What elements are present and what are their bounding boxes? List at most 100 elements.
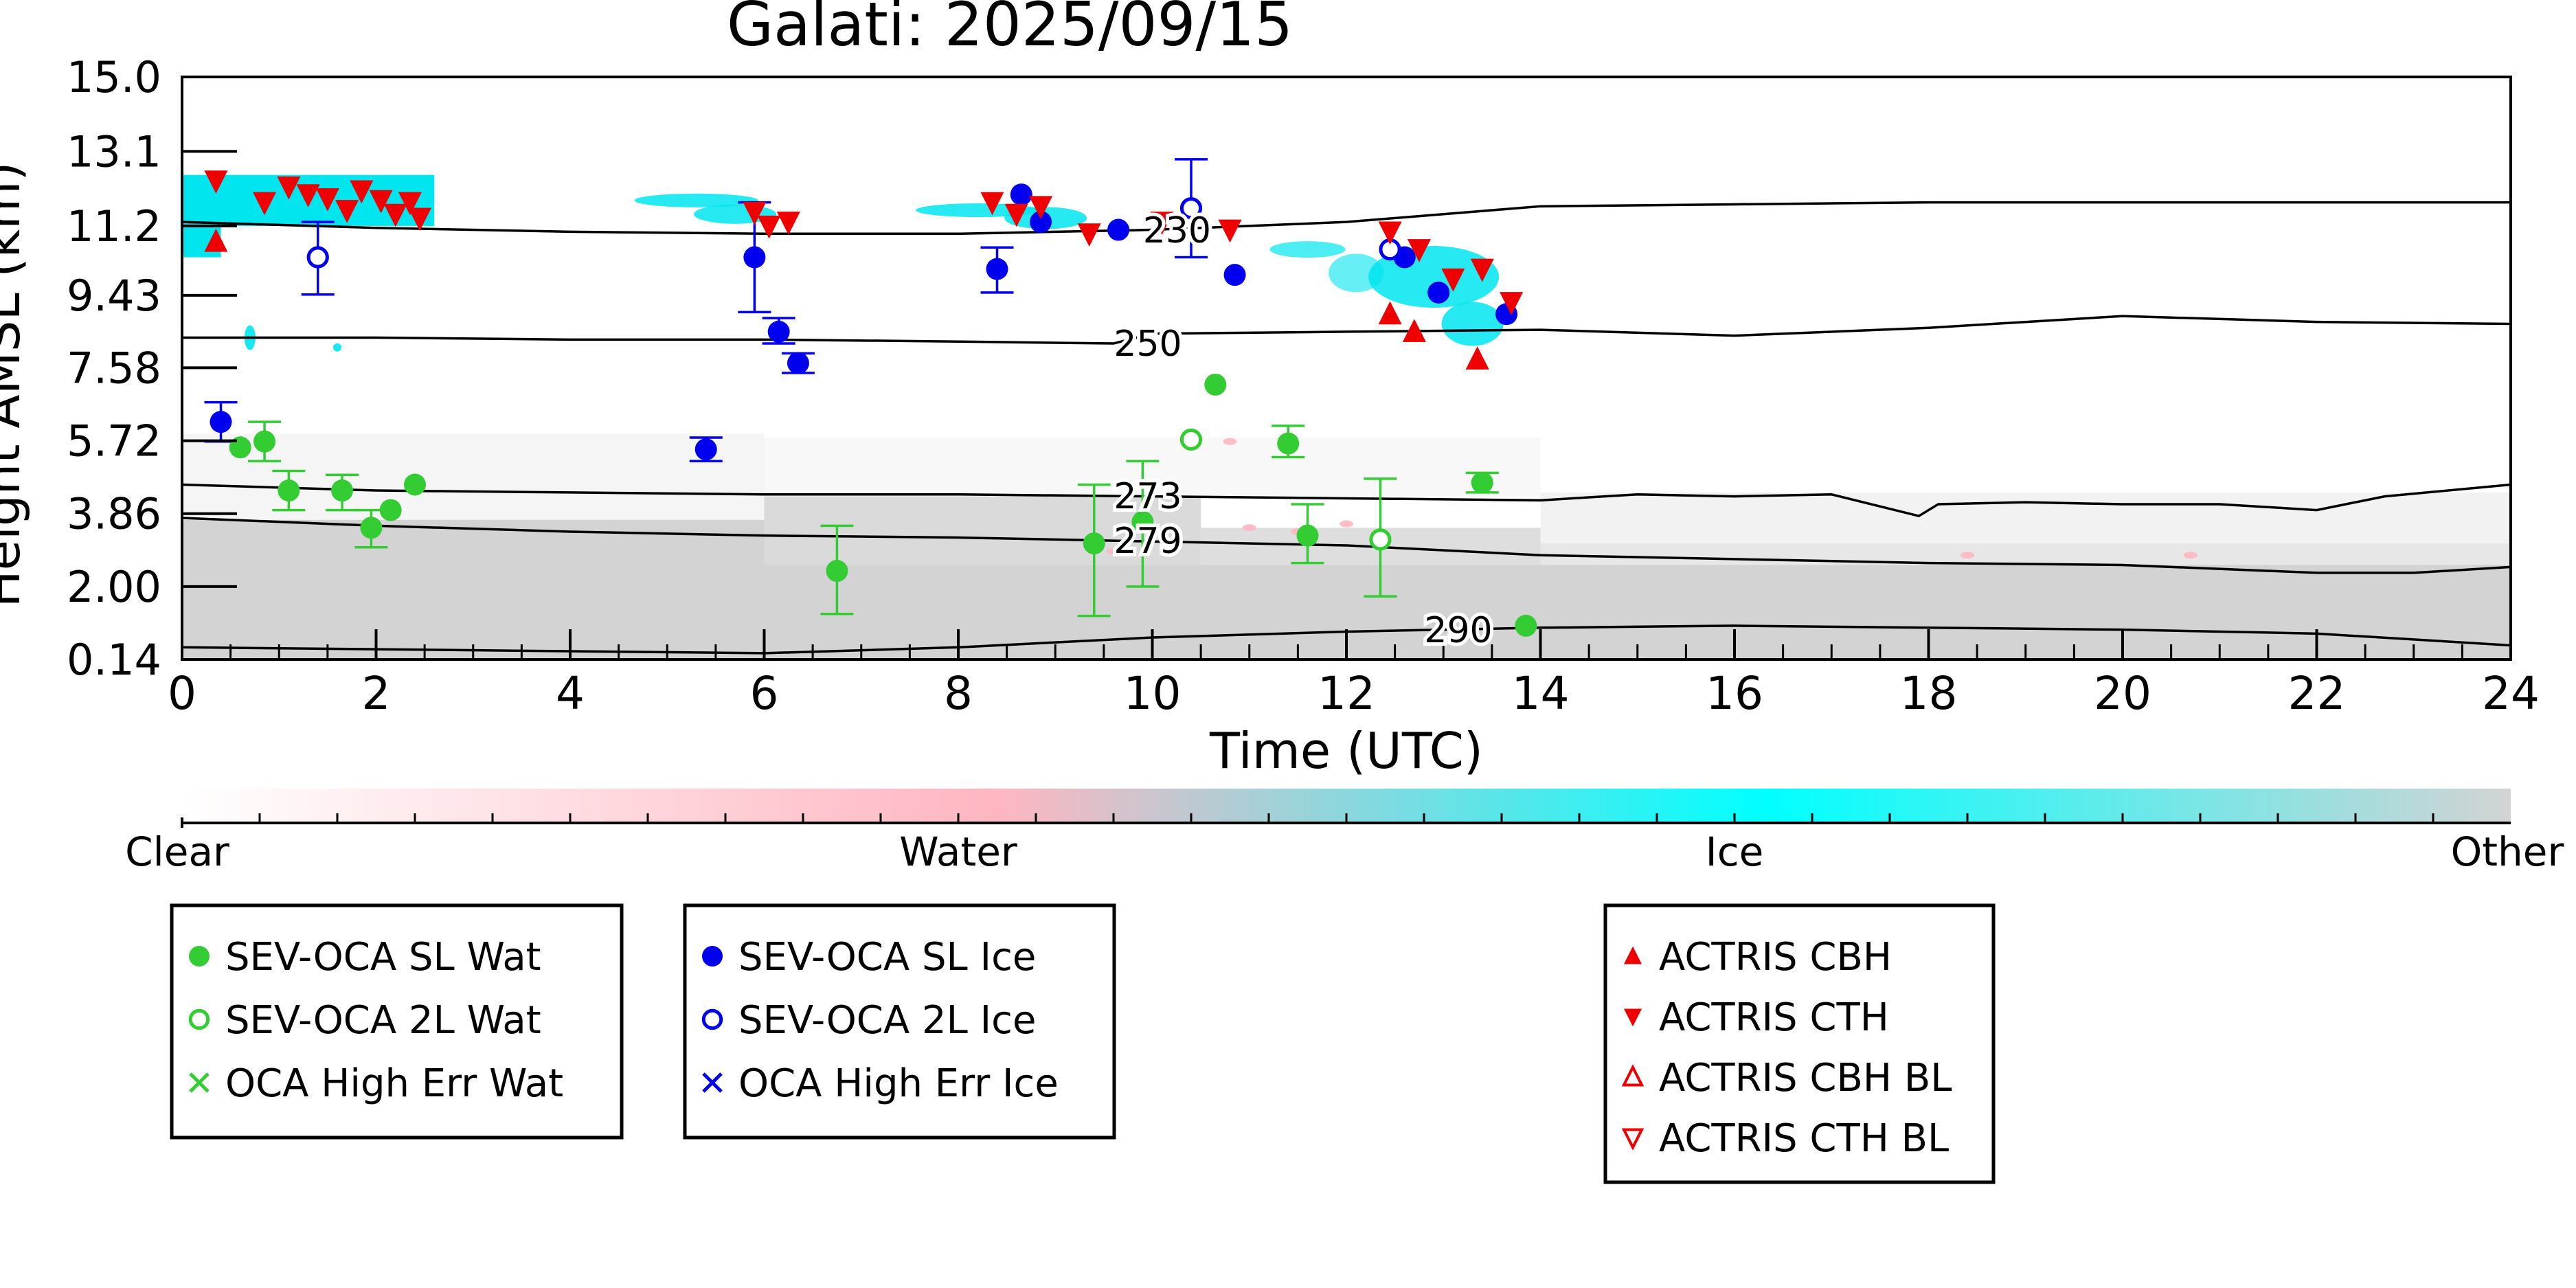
data-point-sev-oca-sl-wat [1083, 532, 1105, 555]
legend-marker-sev-oca-2l-wat [188, 1008, 210, 1030]
legend-label-sev-oca-sl-ice: SEV-OCA SL Ice [738, 935, 1036, 980]
data-point-actris-cth [776, 212, 800, 235]
data-point-sev-oca-sl-wat [1277, 432, 1300, 455]
data-point-actris-cth [383, 203, 407, 227]
data-point-sev-oca-2l-wat [1179, 428, 1203, 451]
legend-marker-sev-oca-sl-wat [189, 946, 210, 967]
data-point-sev-oca-sl-ice [1427, 281, 1450, 304]
legend-marker-actris-cbh-bl [1621, 1064, 1645, 1087]
data-point-actris-cth [757, 215, 781, 239]
isotherm-label-279: 279 [1114, 521, 1182, 562]
legend-actris-frame [1603, 903, 1996, 1184]
data-point-sev-oca-sl-wat [1471, 471, 1493, 494]
data-point-actris-cbh [1378, 301, 1402, 325]
x-tick-label: 10 [1124, 667, 1182, 720]
marker-layer [204, 170, 1537, 637]
data-point-actris-cth [335, 200, 359, 223]
legend-label-sev-oca-sl-wat: SEV-OCA SL Wat [225, 935, 541, 980]
colorbar-ticks [258, 813, 2434, 823]
series-actris-cbh [204, 228, 1489, 370]
x-tick-label: 14 [1512, 667, 1570, 720]
legend-marker-actris-cth [1624, 1008, 1642, 1027]
legend-label-sev-oca-2l-ice: SEV-OCA 2L Ice [738, 998, 1036, 1043]
data-point-actris-cbh [1465, 346, 1489, 370]
x-tick-label: 24 [2482, 667, 2540, 720]
legend-marker-sev-oca-sl-ice [702, 946, 723, 967]
data-point-actris-cth [350, 180, 374, 204]
data-point-actris-cth [1150, 212, 1174, 235]
isotherm-250 [182, 315, 2511, 345]
x-tick-label: 2 [362, 667, 391, 720]
data-point-sev-oca-sl-wat [404, 473, 426, 496]
legend-water-frame [170, 903, 624, 1140]
data-point-actris-cth [1500, 292, 1524, 315]
y-tick-label: 9.43 [67, 271, 161, 321]
data-point-sev-oca-sl-ice [1223, 264, 1246, 286]
colorbar-label-ice: Ice [1706, 828, 1764, 875]
y-tick-label: 11.2 [67, 201, 161, 251]
cloud-ice-patch [1269, 241, 1346, 258]
data-point-sev-oca-sl-ice [1107, 218, 1130, 241]
data-point-actris-cth [398, 192, 422, 216]
legend-label-actris-cbh: ACTRIS CBH [1659, 935, 1892, 980]
x-tick-label: 4 [556, 667, 585, 720]
y-tick-label: 15.0 [67, 52, 161, 102]
data-point-actris-cth [980, 192, 1004, 216]
legend-label-oca-high-err-ice: OCA High Err Ice [738, 1061, 1059, 1106]
data-point-sev-oca-sl-ice [986, 258, 1008, 280]
chart-title: Galati: 2025/09/15 [727, 0, 1293, 60]
data-point-sev-oca-sl-ice [210, 411, 232, 433]
cloud-other-band [1540, 543, 2511, 565]
data-point-actris-cth [277, 176, 301, 200]
legend-label-actris-cbh-bl: ACTRIS CBH BL [1659, 1056, 1952, 1100]
isotherm-label-273: 273 [1114, 476, 1182, 517]
isotherm-label-250: 250 [1114, 324, 1182, 365]
legend-water: SEV-OCA SL Wat SEV-OCA 2L Wat OCA High Err… [170, 903, 624, 1140]
data-point-sev-oca-sl-ice [1010, 183, 1032, 206]
cloud-mask [182, 174, 2511, 659]
series-sev-oca-2l-ice [306, 197, 1401, 269]
x-tick-label: 0 [168, 667, 196, 720]
x-axis-label: Time (UTC) [1209, 722, 1483, 780]
data-point-sev-oca-sl-wat [1204, 373, 1227, 396]
cloud-other-band [182, 433, 765, 520]
legend-marker-oca-high-err-wat-stroke [189, 1072, 210, 1093]
cloud-ice-patch [333, 343, 341, 352]
data-point-actris-cth [1077, 223, 1101, 247]
data-point-actris-cth [1218, 219, 1242, 243]
x-tick-label: 6 [750, 667, 779, 720]
y-axis-label: Height AMSL (km) [0, 162, 31, 608]
cloud-water-patch [1242, 524, 1256, 532]
data-point-actris-cth [296, 184, 320, 207]
legend-marker-oca-high-err-wat [189, 1072, 210, 1093]
data-point-sev-oca-sl-wat [826, 560, 848, 583]
legend-label-sev-oca-2l-wat: SEV-OCA 2L Wat [225, 998, 541, 1043]
colorbar-label-water: Water [899, 828, 1017, 875]
colorbar-label-clear: Clear [125, 828, 229, 875]
data-point-actris-cth [1004, 203, 1028, 227]
data-point-actris-cth [408, 207, 432, 231]
x-tick-label: 16 [1706, 667, 1763, 720]
data-point-sev-oca-sl-wat [360, 517, 383, 539]
y-tick-label: 3.86 [67, 489, 161, 539]
isotherm-230 [182, 201, 2511, 236]
colorbar: Clear Water Ice Other [125, 789, 2564, 875]
y-axis: 0.14 2.00 3.86 5.72 7.58 9.43 11.2 13.1 15.0 [67, 52, 237, 685]
data-point-sev-oca-sl-ice [743, 246, 766, 269]
legend-actris: ACTRIS CBH ACTRIS CTH ACTRIS CBH BL ACTRIS … [1603, 903, 1996, 1184]
legend-marker-actris-cbh [1624, 946, 1642, 964]
legend-marker-sev-oca-2l-ice [701, 1008, 723, 1030]
data-point-sev-oca-sl-wat [278, 479, 300, 502]
y-tick-label: 2.00 [67, 562, 161, 612]
data-point-sev-oca-sl-wat [379, 499, 402, 521]
data-point-sev-oca-2l-wat [1369, 528, 1392, 551]
data-point-sev-oca-sl-wat [331, 479, 354, 502]
cloud-other-band [1540, 492, 2511, 544]
data-point-actris-cth [315, 188, 339, 212]
cloud-other-band [182, 519, 765, 565]
y-tick-label: 13.1 [67, 126, 161, 177]
series-sev-oca-sl-wat [229, 373, 1537, 637]
data-point-actris-cth [204, 170, 228, 194]
y-tick-label: 5.72 [67, 416, 161, 466]
